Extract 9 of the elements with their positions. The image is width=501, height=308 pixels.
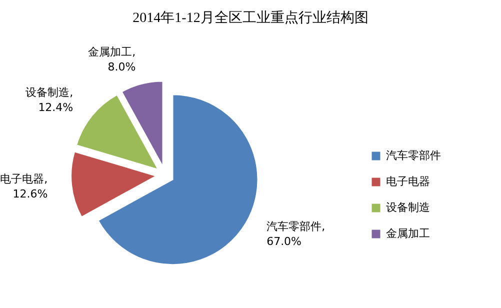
legend-label: 汽车零部件 (386, 149, 441, 162)
data-label: 汽车零部件, 67.0% (266, 220, 326, 248)
data-label: 金属加工, 8.0% (88, 46, 136, 74)
legend-label: 金属加工 (386, 227, 430, 240)
data-label: 电子电器, 12.6% (0, 172, 48, 201)
legend-label: 设备制造 (386, 201, 430, 214)
data-label: 设备制造, 12.4% (26, 86, 74, 114)
chart-title: 2014年1-12月全区工业重点行业结构图 (132, 10, 368, 26)
legend-label: 电子电器 (386, 175, 430, 188)
